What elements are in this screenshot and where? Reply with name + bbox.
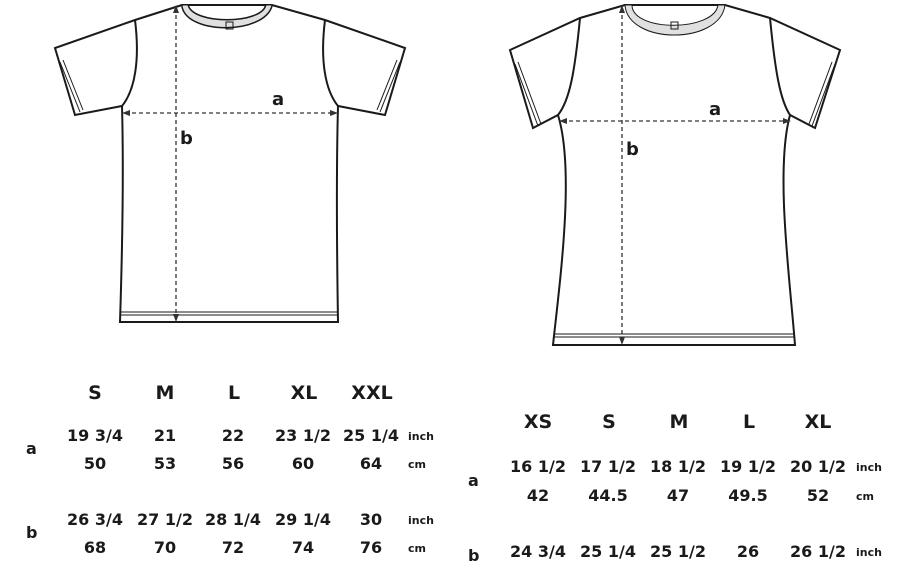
right-row-label-b: b: [468, 546, 480, 565]
left-b-inch: 30: [359, 510, 383, 529]
left-a-inch: 22: [221, 426, 245, 445]
left-size-header: S: [88, 382, 102, 404]
left-b-inch: 28 1/4: [205, 510, 261, 529]
left-b-cm: 72: [221, 538, 245, 557]
left-b-cm: 76: [359, 538, 383, 557]
right-length-label: b: [626, 139, 639, 160]
right-size-header: M: [669, 411, 689, 433]
right-a-inch: 16 1/2: [510, 457, 566, 476]
left-b-cm: 68: [83, 538, 107, 557]
right-a-cm: 52: [806, 486, 830, 505]
left-size-header: M: [155, 382, 175, 404]
right-b-inch-unit: inch: [856, 546, 882, 559]
right-width-label: a: [709, 99, 722, 120]
right-b-inch: 25 1/4: [580, 542, 636, 561]
left-a-cm: 53: [153, 454, 177, 473]
left-a-inch: 21: [153, 426, 177, 445]
right-b-inch: 26: [736, 542, 760, 561]
right-size-header: XS: [523, 411, 553, 433]
right-size-header: S: [602, 411, 616, 433]
right-a-inch: 17 1/2: [580, 457, 636, 476]
right-a-cm-unit: cm: [856, 490, 874, 503]
right-a-inch: 20 1/2: [790, 457, 846, 476]
left-b-cm-unit: cm: [408, 542, 426, 555]
right-b-inch: 26 1/2: [790, 542, 846, 561]
right-a-inch: 19 1/2: [720, 457, 776, 476]
right-row-label-a: a: [468, 471, 479, 490]
right-a-inch: 18 1/2: [650, 457, 706, 476]
right-tshirt-outline: [508, 4, 842, 346]
left-tshirt-outline: [53, 4, 407, 323]
left-length-label: b: [180, 128, 193, 149]
left-size-header: L: [227, 382, 241, 404]
right-a-cm: 47: [666, 486, 690, 505]
left-a-cm: 50: [83, 454, 107, 473]
right-a-cm: 49.5: [728, 486, 768, 505]
left-row-label-a: a: [26, 439, 37, 458]
left-b-inch: 26 3/4: [67, 510, 123, 529]
right-a-cm: 42: [526, 486, 550, 505]
left-a-cm: 56: [221, 454, 245, 473]
left-size-header: XXL: [351, 382, 393, 404]
left-measure-lines: [125, 8, 335, 320]
left-b-inch-unit: inch: [408, 514, 434, 527]
right-size-header: L: [742, 411, 756, 433]
left-b-cm: 70: [153, 538, 177, 557]
right-measure-lines: [562, 8, 788, 343]
left-width-label: a: [272, 89, 285, 110]
left-b-cm: 74: [291, 538, 315, 557]
left-a-inch-unit: inch: [408, 430, 434, 443]
right-b-inch: 24 3/4: [510, 542, 566, 561]
right-a-inch-unit: inch: [856, 461, 882, 474]
right-size-header: XL: [804, 411, 832, 433]
right-a-cm: 44.5: [588, 486, 628, 505]
left-a-cm-unit: cm: [408, 458, 426, 471]
right-measure-arrows: [559, 5, 791, 345]
left-a-inch: 25 1/4: [343, 426, 399, 445]
left-b-inch: 29 1/4: [275, 510, 331, 529]
left-a-inch: 19 3/4: [67, 426, 123, 445]
left-size-header: XL: [290, 382, 318, 404]
left-measure-arrows: [122, 5, 338, 322]
left-a-cm: 64: [359, 454, 383, 473]
left-a-inch: 23 1/2: [275, 426, 331, 445]
left-b-inch: 27 1/2: [137, 510, 193, 529]
left-row-label-b: b: [26, 523, 38, 542]
left-a-cm: 60: [291, 454, 315, 473]
right-b-inch: 25 1/2: [650, 542, 706, 561]
